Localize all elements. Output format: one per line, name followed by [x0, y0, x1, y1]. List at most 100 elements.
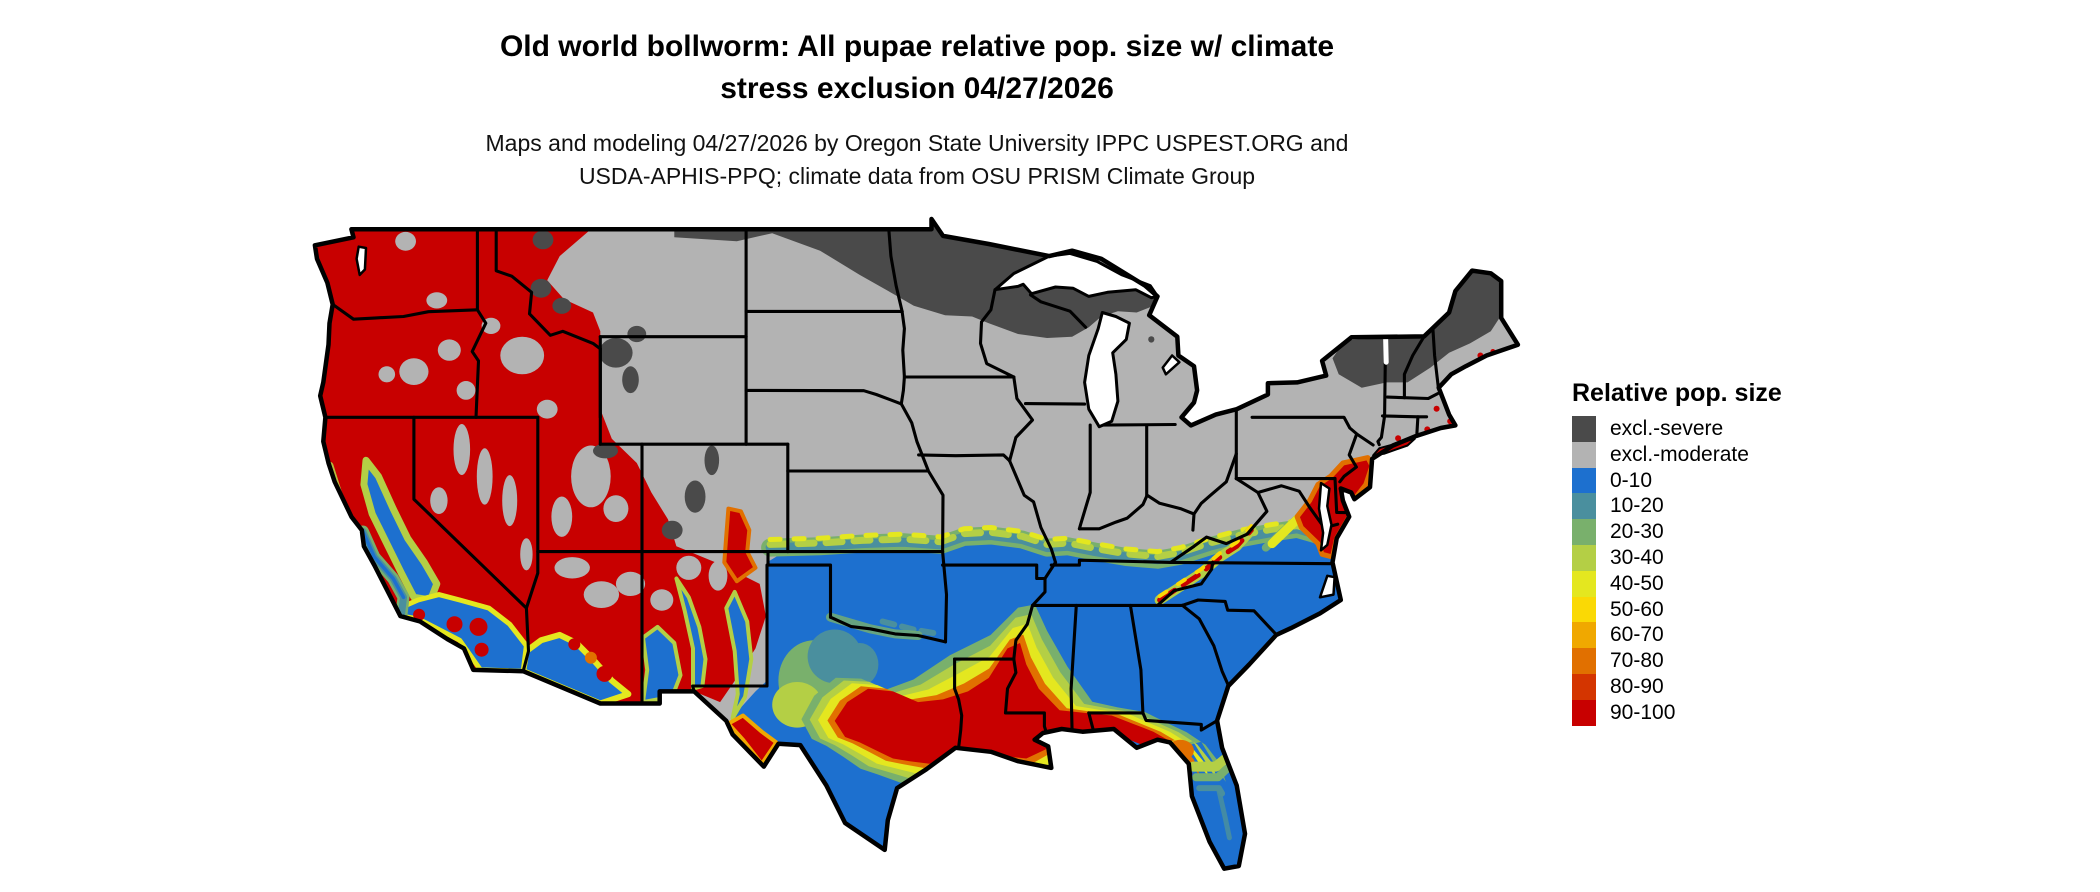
- state-border-line: [1155, 560, 1215, 607]
- gray-patch: [456, 381, 476, 400]
- gray-patch: [603, 495, 629, 522]
- page-subtitle: Maps and modeling 04/27/2026 by Oregon S…: [0, 127, 1834, 193]
- gray-patch: [502, 475, 518, 527]
- state-border-line: [1385, 392, 1440, 401]
- state-border-line: [766, 550, 833, 619]
- legend-item: excl.-severe: [1572, 416, 1872, 442]
- map-fill-layer: [314, 219, 1518, 888]
- red-speck: [446, 616, 463, 633]
- gray-patch: [399, 358, 429, 385]
- legend-item: 20-30: [1572, 519, 1872, 545]
- dark-patch: [530, 278, 552, 298]
- channel-island: [405, 627, 412, 634]
- state-border-line: [1180, 598, 1279, 638]
- gray-patch: [395, 231, 416, 251]
- state-border-line: [494, 227, 602, 351]
- state-border-line: [1338, 433, 1358, 484]
- state-border-line: [1169, 560, 1335, 566]
- map-band: [1187, 752, 1233, 772]
- gray-patch: [378, 366, 396, 383]
- legend-swatch-icon: [1572, 699, 1596, 726]
- red-speck: [596, 665, 613, 682]
- page-title: Old world bollworm: All pupae relative p…: [0, 26, 1834, 110]
- state-border-line: [917, 453, 1012, 463]
- legend-item-label: 50-60: [1610, 597, 1664, 621]
- legend-item-label: 80-90: [1610, 674, 1664, 698]
- map-band: [879, 618, 940, 637]
- gray-patch: [551, 496, 573, 537]
- title-line-2: stress exclusion 04/27/2026: [720, 72, 1114, 105]
- state-border-line: [524, 415, 540, 610]
- gray-patch: [430, 487, 448, 514]
- state-border-line: [828, 615, 948, 644]
- map-band: [361, 529, 406, 600]
- legend-item: 60-70: [1572, 622, 1872, 649]
- dark-patch: [661, 520, 683, 540]
- chesapeake-bay: [1317, 481, 1333, 552]
- dark-patch: [532, 230, 554, 250]
- state-border-line: [1256, 484, 1325, 528]
- map-band: [1216, 788, 1232, 841]
- legend-item-label: excl.-moderate: [1610, 442, 1749, 466]
- big-bend-red: [726, 713, 779, 766]
- red-speck: [1209, 882, 1215, 888]
- state-border-line: [1028, 293, 1088, 329]
- gray-patch: [536, 399, 558, 419]
- legend-item: 70-80: [1572, 648, 1872, 674]
- red-speck: [469, 617, 488, 636]
- legend-item-label: 10-20: [1610, 494, 1664, 518]
- orange-speck: [584, 651, 597, 664]
- dark-patch: [1148, 336, 1155, 343]
- state-border-line: [941, 563, 1047, 581]
- excluded-severe-northeast: [1332, 270, 1502, 388]
- legend-swatch-icon: [1572, 467, 1596, 494]
- legend-swatch-icon: [1572, 544, 1596, 571]
- legend-swatch-icon: [1572, 596, 1596, 623]
- red-speck: [1226, 873, 1233, 880]
- state-border-line: [1376, 334, 1388, 447]
- dark-patch: [622, 366, 639, 394]
- legend-item: 10-20: [1572, 493, 1872, 520]
- gray-patch: [453, 424, 471, 475]
- state-border-line: [1431, 327, 1440, 389]
- legend-item: excl.-moderate: [1572, 441, 1872, 468]
- state-border-line: [1402, 334, 1426, 400]
- legend-item: 50-60: [1572, 596, 1872, 623]
- state-border-line: [978, 288, 1016, 379]
- legend-swatch-icon: [1572, 441, 1596, 468]
- subtitle-line-2: USDA-APHIS-PPQ; climate data from OSU PR…: [578, 163, 1256, 189]
- us-outline: [312, 216, 1521, 871]
- state-border-line: [691, 563, 769, 693]
- gray-patch: [476, 448, 493, 505]
- state-border-line: [744, 388, 903, 406]
- island-speck: [443, 648, 450, 655]
- saginaw-bay: [1161, 354, 1181, 376]
- state-border-line: [1192, 452, 1238, 516]
- socal-blue: [398, 592, 529, 674]
- state-border-line: [1069, 603, 1078, 734]
- legend-items: excl.-severe excl.-moderate 0-10 10-20 20-30…: [1572, 416, 1872, 726]
- gray-patch: [650, 589, 674, 611]
- state-border-line: [1077, 493, 1196, 532]
- legend-item: 40-50: [1572, 570, 1872, 597]
- state-border-line: [1097, 422, 1177, 427]
- legend-item: 90-100: [1572, 699, 1872, 726]
- dark-patch: [627, 325, 647, 343]
- state-border-line: [1023, 402, 1087, 406]
- legend-item-label: 70-80: [1610, 649, 1664, 673]
- gulf-core-red: [834, 643, 1193, 775]
- puget-sound: [355, 245, 368, 277]
- state-border-line: [1380, 414, 1429, 419]
- legend-item-label: 30-40: [1610, 545, 1664, 569]
- legend-swatch-icon: [1572, 493, 1596, 520]
- dark-patch: [552, 297, 572, 314]
- orange-speck: [1224, 878, 1228, 882]
- state-border-line: [470, 227, 488, 419]
- legend-swatch-icon: [1572, 673, 1596, 700]
- gray-patch: [615, 571, 646, 597]
- dark-patch: [684, 480, 706, 513]
- lake-champlain: [1383, 334, 1389, 365]
- state-border-line: [1169, 477, 1269, 564]
- gray-patch: [583, 581, 620, 608]
- legend-swatch-icon: [1572, 648, 1596, 674]
